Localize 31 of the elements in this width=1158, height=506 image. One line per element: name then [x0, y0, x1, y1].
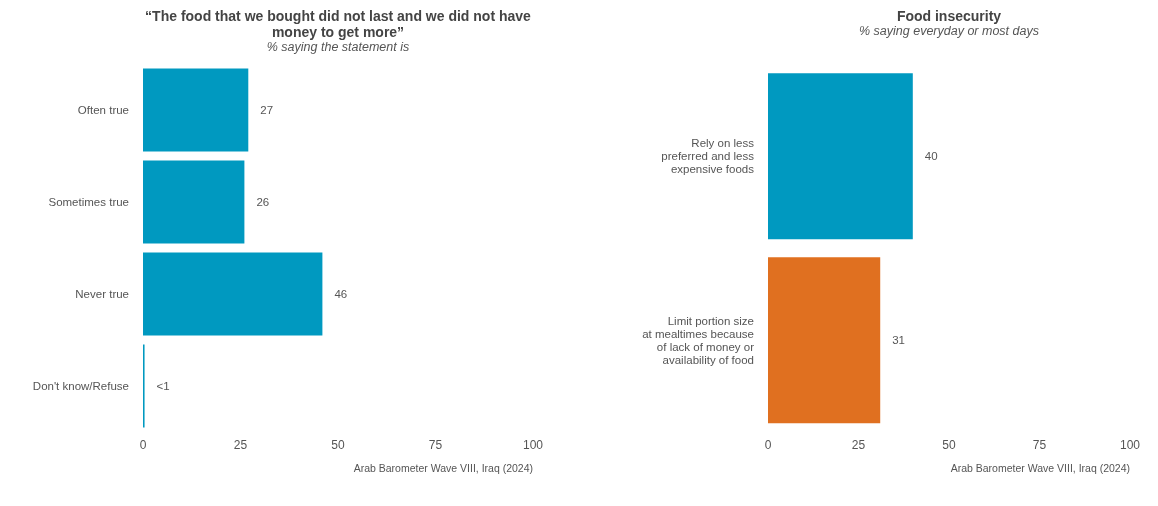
y-tick-label: Sometimes true: [48, 196, 129, 208]
text: Arab Barometer Wave VIII, Iraq (2024): [352, 462, 534, 474]
y-tick-label: Limit portion size at mealtimes because of lack of money or availability of food: [642, 314, 755, 366]
x-tick-label: 25: [233, 437, 248, 452]
chart-subtitle: % saying the statement is: [265, 40, 411, 54]
x-tick-label: 0: [764, 437, 772, 452]
chart-subtitle: % saying everyday or most days: [858, 24, 1040, 38]
data-label: 46: [334, 288, 348, 301]
text: Arab Barometer Wave VIII, Iraq (2024): [949, 462, 1131, 474]
chart-title: “The food that we bought did not last and we did not have money to get more”: [144, 8, 532, 40]
x-tick-label: 50: [942, 437, 956, 452]
bar: [143, 252, 323, 336]
data-label: <1: [156, 380, 170, 393]
y-tick-label: Never true: [75, 288, 129, 300]
y-tick-label: Rely on less preferred and less expensive foods: [661, 137, 755, 175]
x-tick-label: 0: [139, 437, 147, 452]
x-tick-label: 75: [428, 437, 443, 452]
x-tick-label: 75: [1032, 437, 1047, 452]
y-tick-label: Often true: [77, 104, 129, 116]
y-tick-label: Don't know/Refuse: [32, 380, 129, 392]
chart-title: Food insecurity: [895, 8, 1003, 24]
bar: [143, 68, 249, 152]
bar: [143, 160, 245, 244]
x-tick-label: 50: [331, 437, 345, 452]
x-tick-label: 25: [851, 437, 866, 452]
x-tick-label: 100: [1119, 437, 1141, 452]
data-label: 26: [256, 196, 270, 209]
data-label: 27: [260, 104, 274, 117]
data-label: 31: [892, 334, 906, 347]
data-label: 40: [924, 150, 938, 163]
x-tick-label: 100: [522, 437, 544, 452]
